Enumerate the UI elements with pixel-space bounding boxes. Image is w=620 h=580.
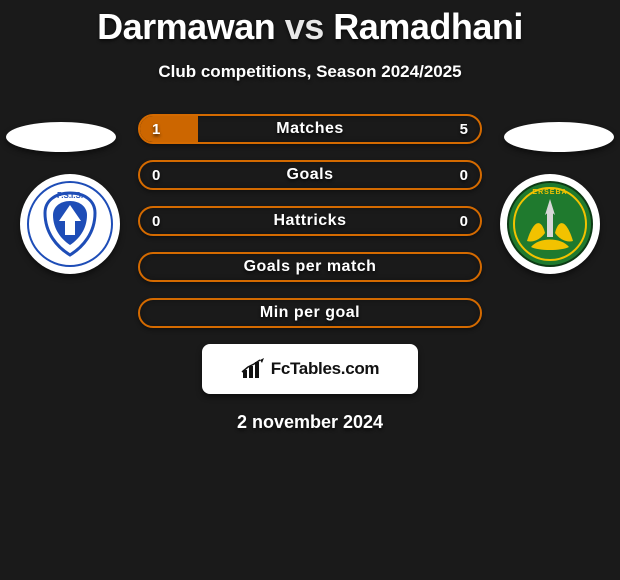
vs-text: vs bbox=[285, 6, 324, 47]
stat-value-right: 5 bbox=[460, 121, 468, 138]
stat-value-right: 0 bbox=[460, 213, 468, 230]
page-title: Darmawan vs Ramadhani bbox=[0, 0, 620, 48]
comparison-stage: P.S.I.S. ERSEBA 1Matches50Goals00Hattric… bbox=[0, 114, 620, 433]
stat-label: Min per goal bbox=[140, 304, 480, 322]
stat-row-hattricks: 0Hattricks0 bbox=[138, 206, 482, 236]
stat-label: Goals bbox=[140, 166, 480, 184]
bar-chart-icon bbox=[241, 358, 267, 380]
player-left-name: Darmawan bbox=[97, 6, 275, 47]
subtitle: Club competitions, Season 2024/2025 bbox=[0, 62, 620, 82]
brand-text: FcTables.com bbox=[271, 359, 380, 379]
psis-crest-icon: P.S.I.S. bbox=[27, 181, 113, 267]
stat-value-right: 0 bbox=[460, 167, 468, 184]
svg-text:P.S.I.S.: P.S.I.S. bbox=[57, 191, 83, 200]
club-logo-right: ERSEBA bbox=[500, 174, 600, 274]
persebaya-crest-icon: ERSEBA bbox=[507, 181, 593, 267]
date: 2 november 2024 bbox=[0, 412, 620, 433]
brand-card: FcTables.com bbox=[202, 344, 418, 394]
stat-label: Goals per match bbox=[140, 258, 480, 276]
stat-row-goals: 0Goals0 bbox=[138, 160, 482, 190]
stat-row-matches: 1Matches5 bbox=[138, 114, 482, 144]
left-ellipse bbox=[6, 122, 116, 152]
svg-text:ERSEBA: ERSEBA bbox=[532, 189, 567, 196]
club-logo-left: P.S.I.S. bbox=[20, 174, 120, 274]
stat-label: Matches bbox=[140, 120, 480, 138]
stat-row-min-per-goal: Min per goal bbox=[138, 298, 482, 328]
right-ellipse bbox=[504, 122, 614, 152]
stat-rows: 1Matches50Goals00Hattricks0Goals per mat… bbox=[138, 114, 482, 328]
stat-label: Hattricks bbox=[140, 212, 480, 230]
stat-row-goals-per-match: Goals per match bbox=[138, 252, 482, 282]
player-right-name: Ramadhani bbox=[333, 6, 523, 47]
